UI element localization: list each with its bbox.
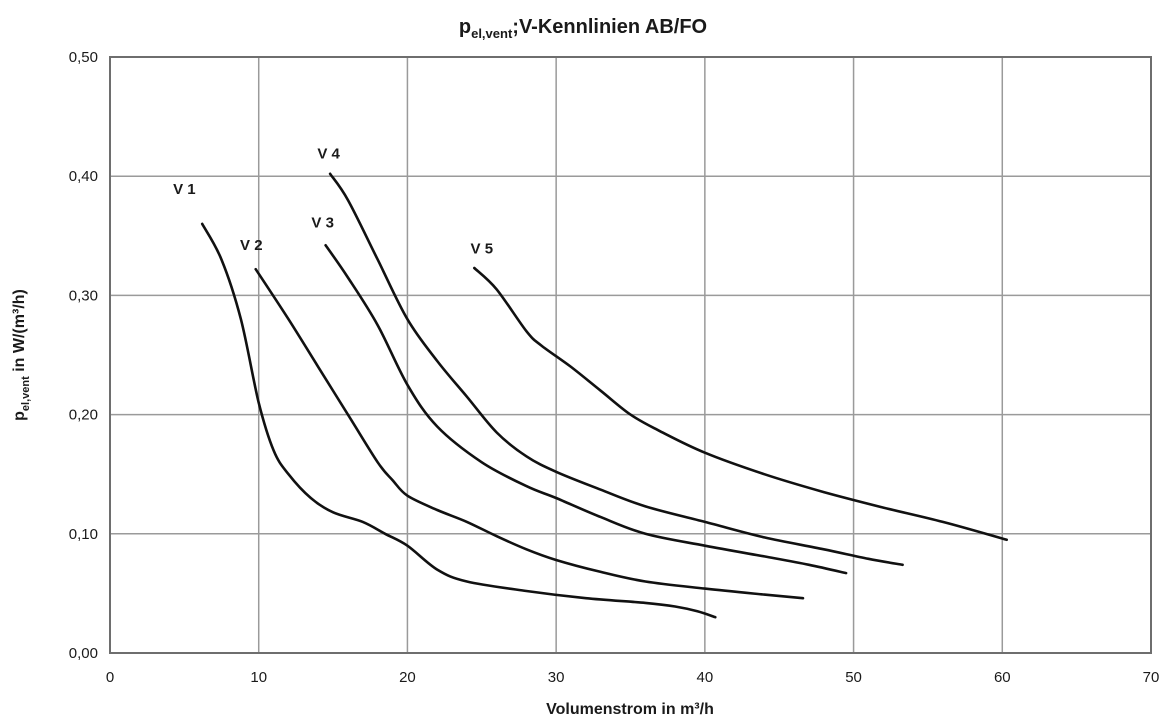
curve-label-v2: V 2: [240, 237, 263, 254]
curve-label-v4: V 4: [317, 145, 340, 162]
curve-label-v1: V 1: [173, 181, 196, 198]
y-tick-label: 0,20: [69, 407, 98, 424]
y-tick-label: 0,00: [69, 645, 98, 662]
chart-title-subscript: el,vent: [471, 26, 513, 41]
x-tick-label: 30: [548, 669, 565, 686]
curve-label-v3: V 3: [311, 214, 334, 231]
curve-label-v5: V 5: [471, 241, 494, 258]
y-axis-label-suffix: in W/(m³/h): [11, 289, 28, 376]
grid-lines: [110, 57, 1151, 653]
x-tick-label: 10: [250, 669, 267, 686]
curve-v3: [324, 244, 848, 575]
curve-v4: [328, 172, 904, 567]
y-axis-label: pel,vent in W/(m³/h): [11, 289, 32, 421]
plot-frame: [109, 56, 1152, 654]
x-tick-label: 40: [697, 669, 714, 686]
y-axis-label-prefix: p: [11, 411, 28, 421]
y-tick-label: 0,30: [69, 287, 98, 304]
curve-v1: [200, 222, 717, 619]
curve-labels: V 1 V 2 V 3 V 4 V 5: [173, 145, 493, 257]
y-axis-label-subscript: el,vent: [20, 376, 32, 411]
y-ticks: 0,00 0,10 0,20 0,30 0,40 0,50: [69, 49, 98, 662]
chart-title-suffix: ;V-Kennlinien AB/FO: [512, 16, 707, 38]
x-tick-label: 70: [1143, 669, 1160, 686]
x-ticks: 0 10 20 30 40 50 60 70: [106, 669, 1160, 686]
x-tick-label: 20: [399, 669, 416, 686]
y-tick-label: 0,10: [69, 526, 98, 543]
y-tick-label: 0,40: [69, 168, 98, 185]
x-tick-label: 50: [845, 669, 862, 686]
curves: [200, 172, 1008, 619]
chart-title: pel,vent;V-Kennlinien AB/FO: [459, 16, 707, 41]
x-tick-label: 60: [994, 669, 1011, 686]
curve-v5: [473, 266, 1008, 542]
curve-v2: [254, 267, 805, 600]
x-axis-label: Volumenstrom in m³/h: [546, 701, 714, 718]
chart-title-prefix: p: [459, 16, 471, 38]
x-tick-label: 0: [106, 669, 114, 686]
y-tick-label: 0,50: [69, 49, 98, 66]
